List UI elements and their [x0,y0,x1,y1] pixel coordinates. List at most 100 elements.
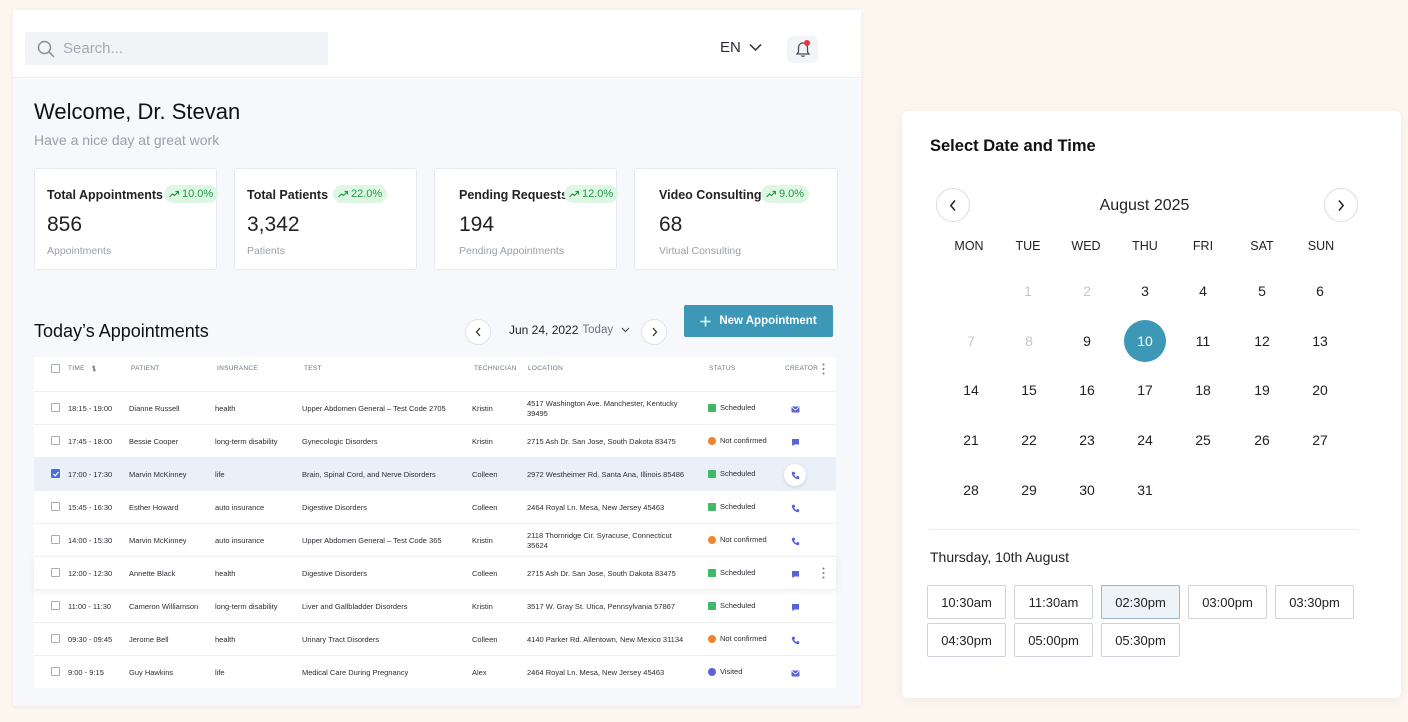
calendar-day[interactable]: 24 [1137,432,1153,448]
calendar-day[interactable]: 17 [1137,382,1153,398]
calendar-day[interactable]: 20 [1312,382,1328,398]
language-select[interactable]: EN [720,39,762,56]
row-checkbox[interactable] [51,403,60,412]
sort-icon[interactable] [91,365,97,372]
chevron-down-icon [749,43,762,52]
chat-icon [791,570,799,578]
calendar-day[interactable]: 3 [1141,283,1149,299]
time-slot[interactable]: 10:30am [927,585,1006,619]
chat-icon [791,603,799,611]
calendar-day[interactable]: 19 [1254,382,1270,398]
time-slot[interactable]: 11:30am [1014,585,1093,619]
calendar-day[interactable]: 6 [1316,283,1324,299]
table-row[interactable]: 14:00 - 15:30 Marvin McKinney auto insur… [34,523,836,556]
growth-badge: 9.0% [761,185,810,203]
calendar-day[interactable]: 9 [1083,333,1091,349]
next-month-button[interactable] [1324,188,1358,222]
stat-card-video-consulting[interactable]: Video Consulting 9.0% 68 Virtual Consult… [634,168,838,270]
more-vertical-icon[interactable] [822,567,825,579]
time-slot-selected[interactable]: 02:30pm [1101,585,1180,619]
time-slot[interactable]: 05:00pm [1014,623,1093,657]
table-row[interactable]: 15:45 - 16:30 Esther Howard auto insuran… [34,490,836,523]
calendar-day[interactable]: 25 [1195,432,1211,448]
calendar-day[interactable]: 5 [1258,283,1266,299]
more-vertical-icon[interactable] [822,363,825,375]
cell-technician: Kristin [472,437,493,446]
row-checkbox[interactable] [51,502,60,511]
calendar-day-selected[interactable]: 10 [1124,320,1166,362]
chevron-right-icon [652,327,657,337]
time-slot[interactable]: 04:30pm [927,623,1006,657]
column-location: LOCATION [528,365,564,372]
table-row-selected[interactable]: 17:00 - 17:30 Marvin McKinney life Brain… [34,457,836,490]
table-row[interactable]: 9:00 - 9:15 Guy Hawkins life Medical Car… [34,655,836,688]
row-checkbox-checked[interactable] [51,469,60,478]
row-checkbox[interactable] [51,436,60,445]
next-date-button[interactable] [641,319,667,345]
calendar-day[interactable]: 21 [963,432,979,448]
creator-button[interactable] [784,596,806,618]
notifications-button[interactable] [787,36,818,63]
table-row[interactable]: 18:15 - 19:00 Dianne Russell health Uppe… [34,391,836,424]
calendar-day[interactable]: 30 [1079,482,1095,498]
date-selector[interactable]: Jun 24, 2022 Today [509,323,630,337]
search-bar[interactable] [25,32,328,65]
chat-icon [791,438,799,446]
creator-button[interactable] [784,464,806,486]
stat-card-pending-requests[interactable]: Pending Requests 12.0% 194 Pending Appoi… [434,168,619,270]
row-checkbox[interactable] [51,568,60,577]
calendar-day[interactable]: 14 [963,382,979,398]
clock-icon [708,436,716,445]
cell-patient: Bessie Cooper [129,437,179,446]
calendar-day[interactable]: 27 [1312,432,1328,448]
time-slot[interactable]: 03:00pm [1188,585,1267,619]
phone-icon [791,504,799,512]
calendar-day[interactable]: 28 [963,482,979,498]
status-badge: Not confirmed [708,436,767,445]
weekday-thu: THU [1132,239,1158,253]
calendar-day[interactable]: 23 [1079,432,1095,448]
calendar-day[interactable]: 31 [1137,482,1153,498]
row-checkbox[interactable] [51,535,60,544]
dashboard-panel: EN Welcome, Dr. Stevan Have a nice day a… [13,10,861,706]
calendar-day[interactable]: 4 [1199,283,1207,299]
calendar-day[interactable]: 29 [1021,482,1037,498]
calendar-day[interactable]: 22 [1021,432,1037,448]
row-checkbox[interactable] [51,634,60,643]
status-badge: Not confirmed [708,634,767,643]
calendar-day[interactable]: 16 [1079,382,1095,398]
creator-button[interactable] [784,530,806,552]
calendar-day[interactable]: 26 [1254,432,1270,448]
search-icon [37,40,55,57]
creator-button[interactable] [784,398,806,420]
time-slot[interactable]: 03:30pm [1275,585,1354,619]
creator-button[interactable] [784,662,806,684]
row-checkbox[interactable] [51,667,60,676]
calendar-day-disabled: 2 [1083,283,1091,299]
cell-technician: Colleen [472,569,498,578]
cell-location: 2715 Ash Dr. San Jose, South Dakota 8347… [527,569,676,578]
stat-card-total-appointments[interactable]: Total Appointments 10.0% 856 Appointment… [34,168,219,270]
table-row[interactable]: 11:00 - 11:30 Cameron Williamson long-te… [34,589,836,622]
creator-button[interactable] [784,497,806,519]
table-row[interactable]: 09:30 - 09:45 Jerome Bell health Urinary… [34,622,836,655]
select-all-checkbox[interactable] [51,364,60,373]
calendar-day[interactable]: 18 [1195,382,1211,398]
stat-card-total-patients[interactable]: Total Patients 22.0% 3,342 Patients [234,168,417,270]
prev-date-button[interactable] [465,319,491,345]
prev-month-button[interactable] [936,188,970,222]
search-input[interactable] [63,40,303,57]
calendar-day[interactable]: 15 [1021,382,1037,398]
creator-button[interactable] [784,563,806,585]
row-checkbox[interactable] [51,601,60,610]
calendar-day[interactable]: 11 [1195,333,1211,349]
calendar-day[interactable]: 12 [1254,333,1270,349]
creator-button[interactable] [784,629,806,651]
creator-button[interactable] [784,431,806,453]
column-time[interactable]: TIME [68,365,85,372]
new-appointment-button[interactable]: New Appointment [684,305,833,337]
table-row[interactable]: 17:45 - 18:00 Bessie Cooper long-term di… [34,424,836,457]
time-slot[interactable]: 05:30pm [1101,623,1180,657]
table-row-hovered[interactable]: 12:00 - 12:30 Annette Black health Diges… [34,556,836,589]
calendar-day[interactable]: 13 [1312,333,1328,349]
